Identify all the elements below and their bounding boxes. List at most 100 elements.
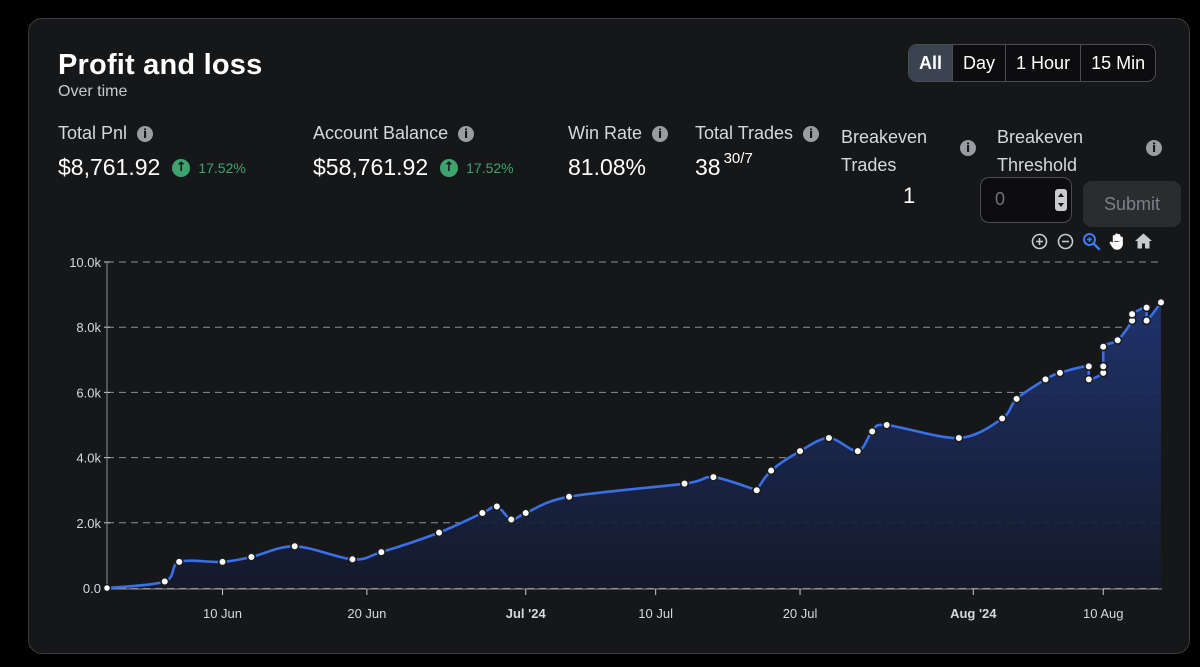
pnl-area-fill	[107, 302, 1161, 588]
y-tick-label: 0.0	[83, 581, 101, 596]
info-icon[interactable]: i	[960, 140, 976, 156]
page-subtitle: Over time	[58, 83, 128, 100]
number-spinner-icon[interactable]	[1055, 189, 1067, 211]
breakeven-threshold-label-line1: Breakeven	[997, 127, 1084, 147]
data-point[interactable]	[1113, 335, 1123, 345]
range-tab-all[interactable]: All	[909, 45, 953, 81]
y-tick-label: 4.0k	[76, 451, 101, 466]
data-points	[102, 297, 1166, 593]
breakeven-trades-label-line2: Trades	[841, 155, 897, 175]
x-tick-label: Jul '24	[506, 606, 547, 621]
data-point[interactable]	[492, 501, 502, 512]
data-point[interactable]	[708, 472, 719, 482]
data-point[interactable]	[867, 426, 877, 437]
y-tick-label: 6.0k	[76, 385, 101, 400]
info-icon[interactable]: i	[803, 125, 820, 142]
trades-win-loss-split: 30/7	[723, 150, 753, 167]
data-point[interactable]	[954, 433, 964, 443]
data-point[interactable]	[679, 479, 690, 489]
x-tick-label: 20 Jul	[783, 606, 818, 621]
data-point[interactable]	[1141, 303, 1152, 313]
x-tick-label: 20 Jun	[347, 606, 386, 621]
data-point[interactable]	[1127, 309, 1137, 319]
win-rate-value: 81.08%	[568, 154, 647, 180]
info-icon[interactable]: i	[458, 125, 475, 142]
breakeven-threshold-input[interactable]: 0	[980, 177, 1072, 223]
info-icon[interactable]: i	[137, 125, 154, 142]
account-balance-label: Account Balance	[313, 123, 449, 143]
pnl-series-line	[105, 301, 1163, 590]
breakeven-trades-value: 1	[903, 183, 916, 208]
data-point[interactable]	[1084, 361, 1094, 371]
y-tick-label: 2.0k	[76, 516, 101, 531]
data-point[interactable]	[1141, 316, 1152, 326]
data-point[interactable]	[347, 554, 358, 564]
total-pnl-value: $8,761.92	[58, 154, 161, 180]
threshold-input-value: 0	[995, 189, 1006, 209]
home-reset-icon[interactable]	[1133, 231, 1153, 251]
data-point[interactable]	[1040, 374, 1051, 384]
account-balance-value: $58,761.92	[313, 154, 429, 180]
page-title: Profit and loss	[58, 49, 263, 81]
data-point[interactable]	[1012, 394, 1022, 404]
x-tick-label: Aug '24	[950, 606, 997, 621]
total-trades-label: Total Trades	[695, 123, 794, 143]
breakeven-threshold-label-line2: Threshold	[997, 155, 1078, 175]
pan-hand-icon[interactable]	[1107, 231, 1127, 251]
zoom-in-icon[interactable]	[1029, 231, 1049, 251]
data-point[interactable]	[766, 466, 776, 476]
arrow-up-icon: ↑	[172, 158, 191, 177]
data-point[interactable]	[1156, 297, 1166, 307]
x-axis: 10 Jun 20 Jun Jul '24 10 Jul 20 Jul Aug '24 10…	[107, 588, 1162, 621]
range-tab-15-min[interactable]: 15 Min	[1080, 45, 1156, 81]
time-range-selector: All Day 1 Hour 15 Min	[908, 44, 1157, 82]
data-point[interactable]	[217, 557, 228, 567]
y-axis: 0.0 2.0k 4.0k 6.0k 8.0k 10.0k	[69, 255, 110, 596]
account-balance-change: 17.52%	[466, 159, 514, 176]
data-point[interactable]	[853, 446, 863, 456]
selection-zoom-icon[interactable]	[1081, 231, 1101, 251]
metric-breakeven-trades: Breakeven Trades	[841, 123, 927, 179]
metric-total-pnl: Total Pnl i $8,761.92 ↑ 17.52%	[58, 123, 246, 181]
submit-button[interactable]: Submit	[1083, 181, 1181, 227]
data-point[interactable]	[882, 420, 892, 430]
x-tick-label: 10 Jul	[638, 606, 673, 621]
data-point[interactable]	[376, 547, 386, 557]
data-point[interactable]	[434, 527, 444, 538]
breakeven-trades-label-line1: Breakeven	[841, 127, 928, 147]
data-point[interactable]	[246, 552, 256, 562]
data-point[interactable]	[290, 541, 300, 551]
metric-win-rate: Win Rate i 81.08%	[568, 123, 669, 181]
total-trades-value: 38 30/7	[695, 150, 753, 181]
data-point[interactable]	[521, 508, 531, 518]
data-point[interactable]	[752, 485, 762, 495]
zoom-out-icon[interactable]	[1055, 231, 1075, 251]
data-point[interactable]	[795, 446, 805, 456]
data-point[interactable]	[1098, 342, 1108, 352]
metric-total-trades: Total Trades i 38 30/7	[695, 123, 820, 181]
x-tick-label: 10 Jun	[203, 606, 242, 621]
y-tick-label: 8.0k	[76, 320, 101, 335]
data-point[interactable]	[997, 413, 1007, 424]
data-point[interactable]	[477, 508, 487, 518]
data-point[interactable]	[1098, 361, 1108, 371]
data-point[interactable]	[160, 576, 170, 587]
data-point[interactable]	[174, 557, 184, 567]
total-pnl-label: Total Pnl	[58, 123, 128, 143]
total-pnl-change: 17.52%	[198, 159, 246, 176]
win-rate-label: Win Rate	[568, 123, 643, 143]
data-point[interactable]	[564, 492, 574, 502]
range-tab-day[interactable]: Day	[952, 45, 1006, 81]
range-tab-1-hour[interactable]: 1 Hour	[1005, 45, 1081, 81]
data-point[interactable]	[1084, 374, 1094, 384]
chart-toolbar	[1029, 231, 1153, 251]
y-tick-label: 10.0k	[69, 255, 101, 270]
info-icon[interactable]: i	[652, 125, 669, 142]
data-point[interactable]	[1055, 368, 1065, 378]
data-point[interactable]	[506, 514, 516, 525]
info-icon[interactable]: i	[1146, 140, 1162, 156]
data-point[interactable]	[824, 433, 834, 443]
data-point[interactable]	[102, 583, 112, 593]
arrow-up-icon: ↑	[440, 158, 459, 177]
